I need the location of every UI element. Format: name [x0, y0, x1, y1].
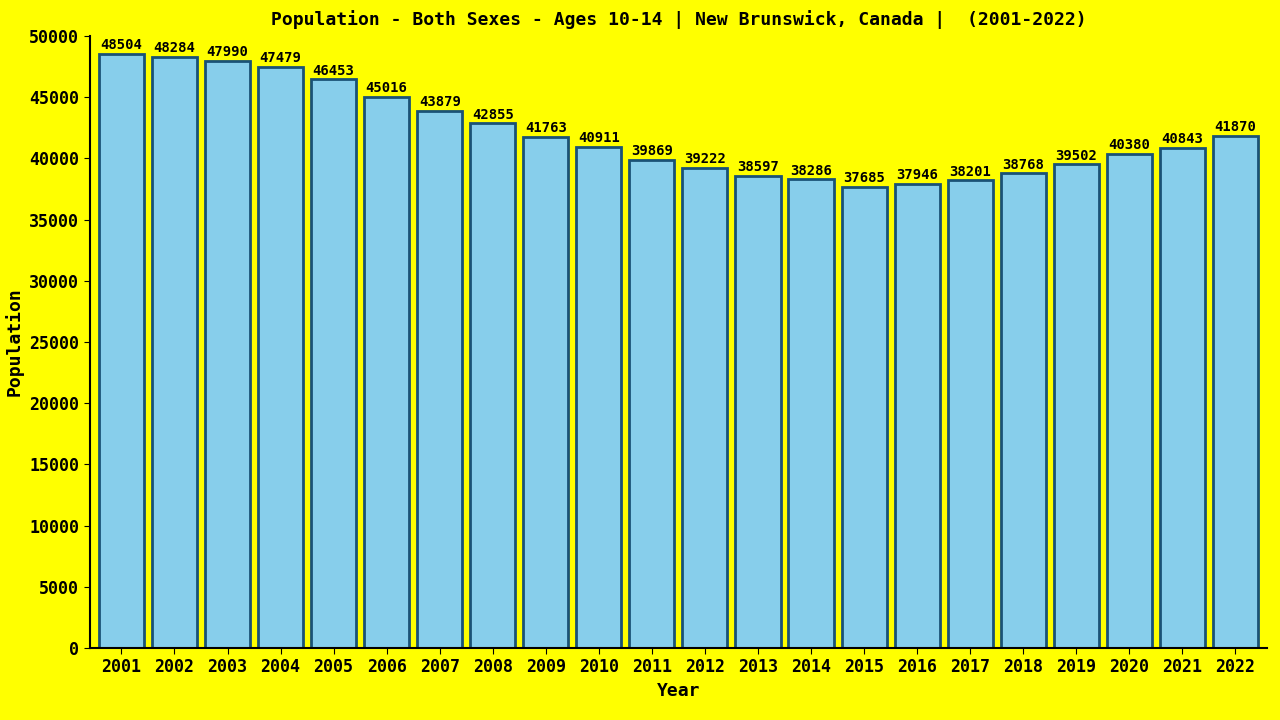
Bar [1001, 174, 1046, 648]
Bar [470, 123, 516, 648]
Title: Population - Both Sexes - Ages 10-14 | New Brunswick, Canada |  (2001-2022): Population - Both Sexes - Ages 10-14 | N… [270, 10, 1087, 29]
Text: 41763: 41763 [525, 121, 567, 135]
Bar [841, 186, 887, 648]
Text: 46453: 46453 [312, 63, 355, 78]
Text: 40911: 40911 [577, 132, 620, 145]
Bar [682, 168, 727, 648]
Bar [788, 179, 833, 648]
Text: 38597: 38597 [737, 160, 780, 174]
Text: 47479: 47479 [260, 51, 302, 65]
Text: 48284: 48284 [154, 41, 196, 55]
X-axis label: Year: Year [657, 682, 700, 700]
Text: 38201: 38201 [950, 165, 991, 179]
Text: 42855: 42855 [472, 107, 513, 122]
Bar [417, 111, 462, 648]
Bar [1213, 135, 1258, 648]
Text: 40843: 40843 [1161, 132, 1203, 146]
Bar [259, 67, 303, 648]
Text: 39869: 39869 [631, 144, 673, 158]
Bar [99, 54, 143, 648]
Bar [630, 160, 675, 648]
Text: 38768: 38768 [1002, 158, 1044, 171]
Bar [1160, 148, 1204, 648]
Bar [364, 97, 410, 648]
Text: 47990: 47990 [206, 45, 248, 59]
Text: 41870: 41870 [1215, 120, 1256, 134]
Bar [205, 60, 250, 648]
Bar [524, 137, 568, 648]
Text: 38286: 38286 [790, 163, 832, 178]
Text: 48504: 48504 [101, 38, 142, 53]
Y-axis label: Population: Population [5, 287, 23, 397]
Text: 40380: 40380 [1108, 138, 1151, 152]
Bar [895, 184, 940, 648]
Bar [311, 79, 356, 648]
Bar [1107, 154, 1152, 648]
Bar [947, 181, 993, 648]
Text: 37685: 37685 [844, 171, 884, 185]
Text: 39502: 39502 [1055, 148, 1097, 163]
Text: 45016: 45016 [366, 81, 407, 95]
Text: 37946: 37946 [896, 168, 938, 181]
Bar [1053, 164, 1098, 648]
Text: 43879: 43879 [419, 95, 461, 109]
Bar [576, 148, 621, 648]
Text: 39222: 39222 [684, 152, 726, 166]
Bar [736, 176, 781, 648]
Bar [152, 57, 197, 648]
